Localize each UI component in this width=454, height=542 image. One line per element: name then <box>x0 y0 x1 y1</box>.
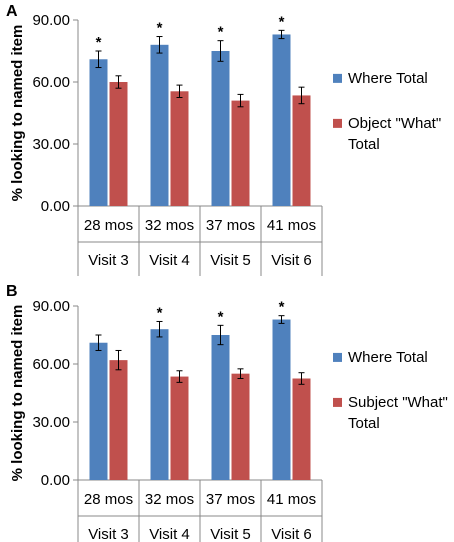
significance-star: * <box>218 24 224 41</box>
group-label: Visit 6 <box>271 526 312 542</box>
bar <box>231 373 250 480</box>
group-label: Visit 5 <box>210 526 251 542</box>
y-axis-label: % looking to named item <box>9 25 26 202</box>
bar <box>170 376 189 480</box>
bar <box>292 95 311 206</box>
bar <box>211 51 230 206</box>
y-tick-label: 90.00 <box>32 12 70 29</box>
significance-star: * <box>157 304 163 321</box>
legend-label: Object "What" Total <box>348 115 441 153</box>
bar <box>89 342 108 480</box>
significance-star: * <box>218 308 224 325</box>
y-tick-label: 60.00 <box>32 356 70 373</box>
group-label: Visit 4 <box>149 252 190 269</box>
bar <box>231 100 250 206</box>
y-tick-label: 60.00 <box>32 74 70 91</box>
y-tick-label: 0.00 <box>41 472 70 489</box>
significance-star: * <box>157 20 163 37</box>
y-axis-label: % looking to named item <box>9 305 26 482</box>
category-label: 41 mos <box>267 491 316 508</box>
panel-letter: A <box>6 3 18 20</box>
category-label: 28 mos <box>84 491 133 508</box>
significance-star: * <box>279 299 285 316</box>
category-label: 37 mos <box>206 217 255 234</box>
group-label: Visit 4 <box>149 526 190 542</box>
bar <box>109 360 128 480</box>
y-tick-label: 30.00 <box>32 414 70 431</box>
y-tick-label: 0.00 <box>41 198 70 215</box>
bar <box>109 82 128 206</box>
bar <box>272 34 291 206</box>
bar <box>272 319 291 480</box>
category-label: 32 mos <box>145 491 194 508</box>
legend-label: Where Total <box>348 70 428 87</box>
y-tick-label: 90.00 <box>32 298 70 315</box>
legend-label: Subject "What" Total <box>348 394 448 432</box>
significance-star: * <box>279 13 285 30</box>
group-label: Visit 6 <box>271 252 312 269</box>
category-label: 41 mos <box>267 217 316 234</box>
y-tick-label: 30.00 <box>32 136 70 153</box>
bar <box>150 44 169 206</box>
legend-swatch <box>333 397 342 407</box>
bar <box>211 335 230 480</box>
panel-letter: B <box>6 283 18 300</box>
group-label: Visit 5 <box>210 252 251 269</box>
category-label: 32 mos <box>145 217 194 234</box>
legend-swatch <box>333 118 342 128</box>
significance-star: * <box>96 34 102 51</box>
bar <box>89 59 108 207</box>
bar <box>150 329 169 480</box>
category-label: 37 mos <box>206 491 255 508</box>
legend-swatch <box>333 352 342 362</box>
category-label: 28 mos <box>84 217 133 234</box>
legend-label: Where Total <box>348 349 428 366</box>
bar <box>170 91 189 206</box>
group-label: Visit 3 <box>88 526 129 542</box>
group-label: Visit 3 <box>88 252 129 269</box>
legend-swatch <box>333 73 342 83</box>
bar <box>292 378 311 480</box>
